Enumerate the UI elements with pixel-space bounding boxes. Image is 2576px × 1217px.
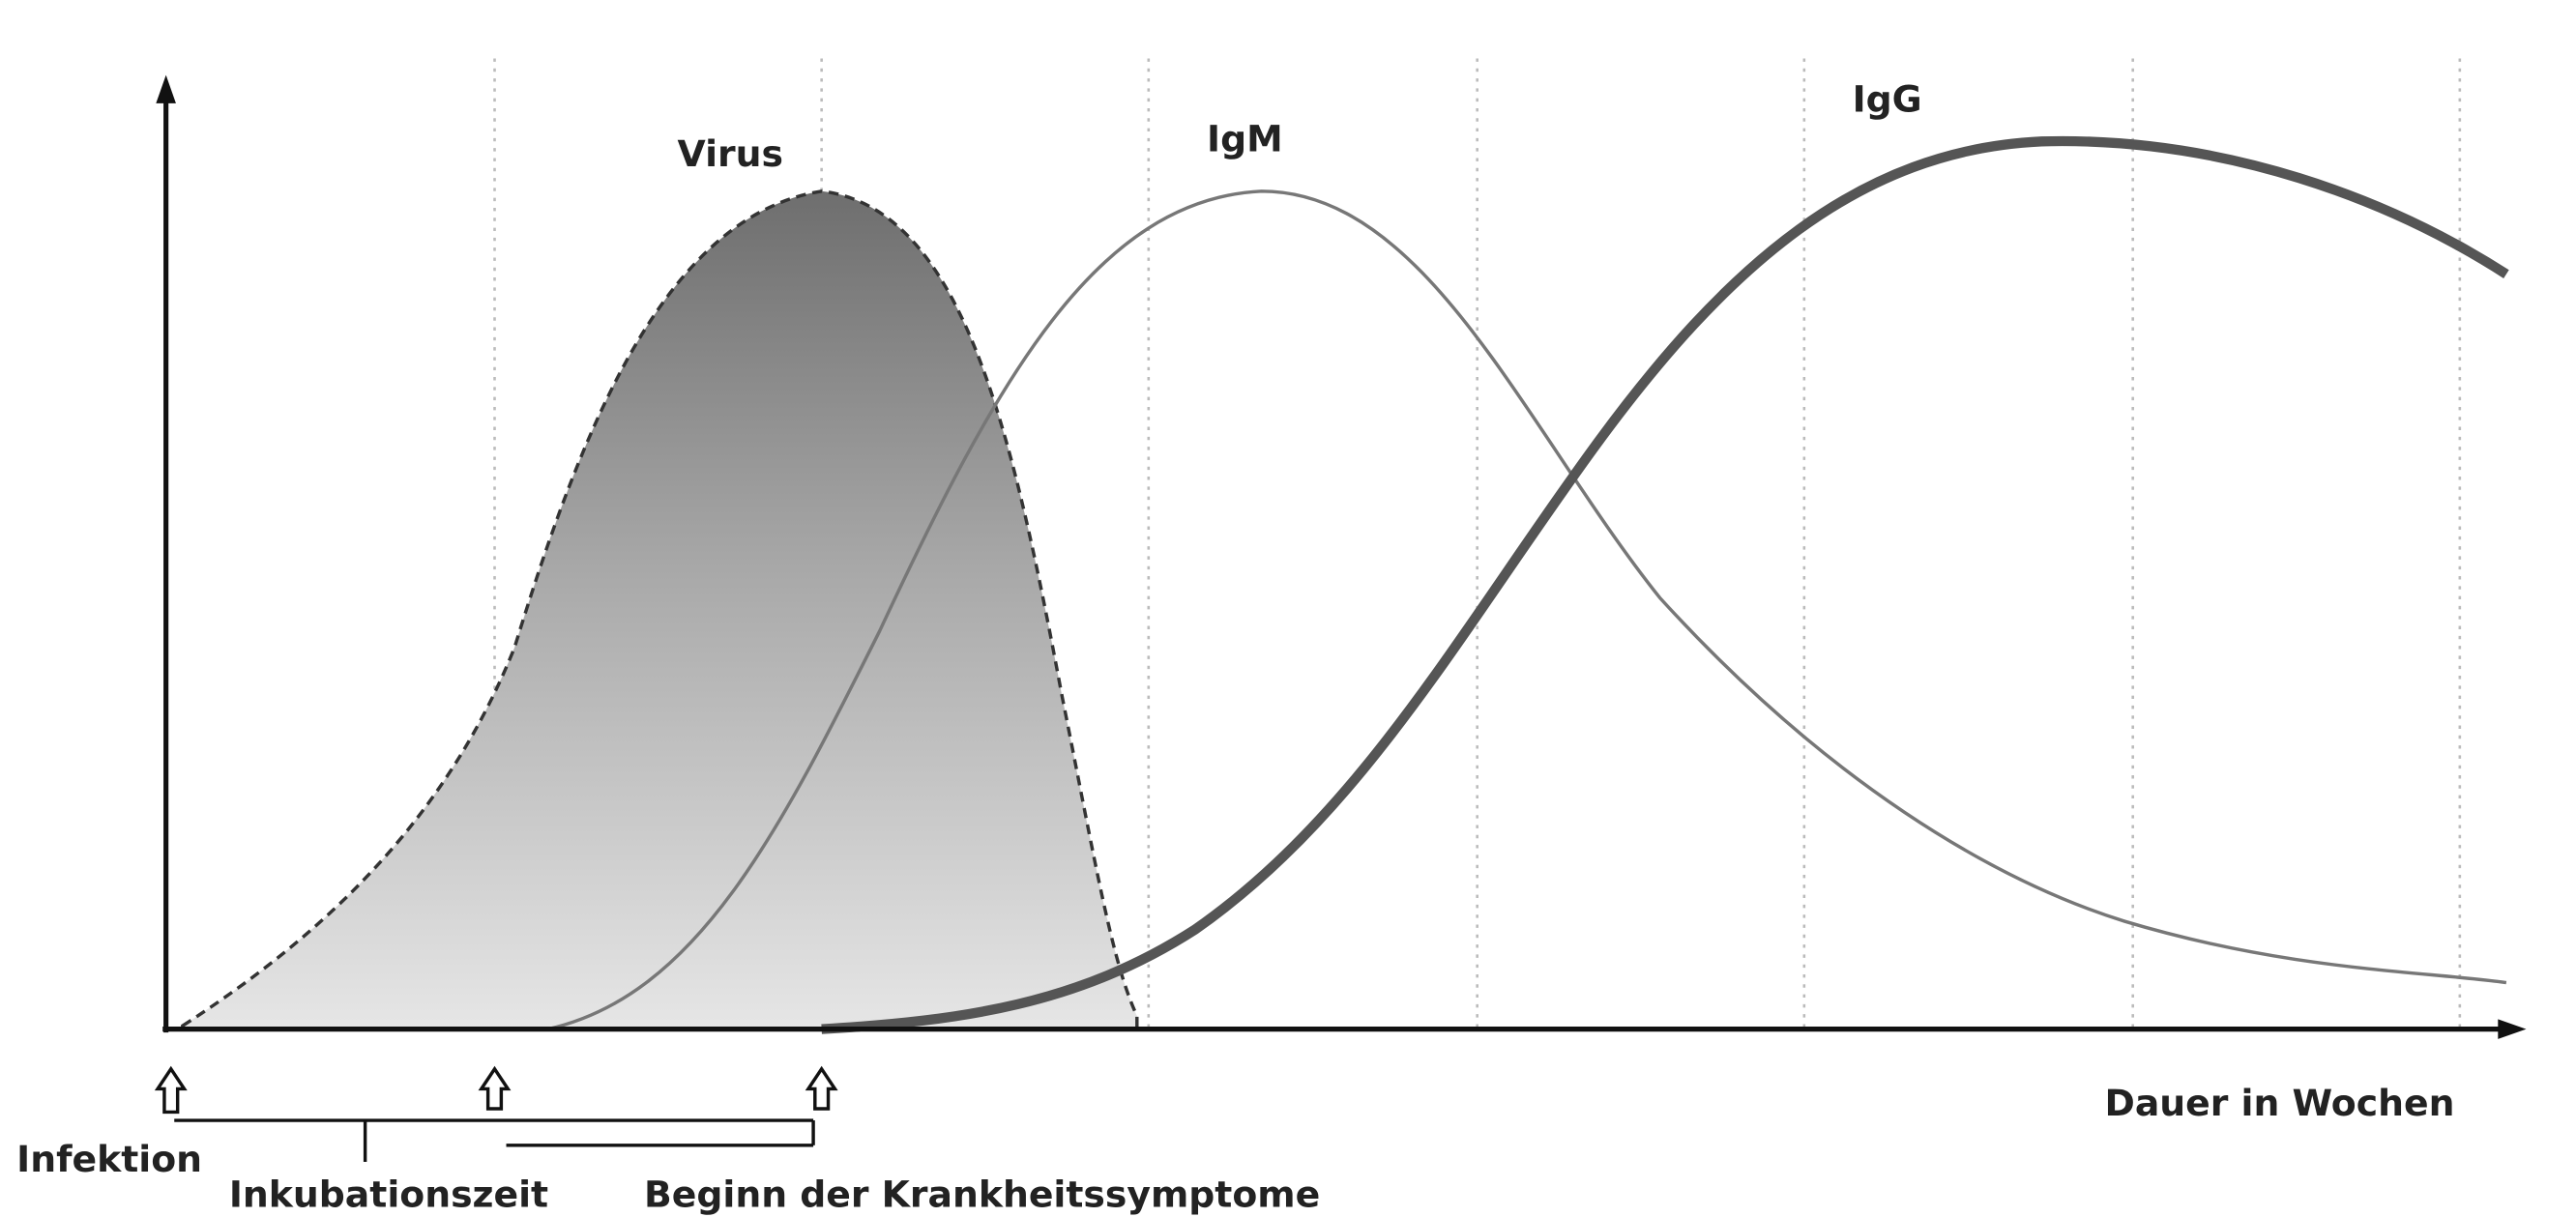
markers bbox=[154, 1065, 838, 1115]
virus-area bbox=[181, 189, 1139, 1031]
marker-label: Inkubationszeit bbox=[229, 1173, 548, 1215]
marker-arrow bbox=[478, 1065, 512, 1111]
x-axis-arrow bbox=[2498, 1019, 2527, 1039]
y-axis-arrow bbox=[156, 74, 176, 103]
curve-label: IgG bbox=[1853, 77, 1922, 120]
marker-arrow bbox=[805, 1065, 838, 1111]
brackets bbox=[174, 1118, 815, 1162]
marker-label: Infektion bbox=[16, 1138, 202, 1180]
curve-label: IgM bbox=[1207, 118, 1283, 160]
igg-curve bbox=[821, 135, 2509, 1034]
marker-arrow bbox=[154, 1065, 188, 1115]
marker-label: Beginn der Krankheitssymptome bbox=[644, 1173, 1320, 1215]
x-axis-label: Dauer in Wochen bbox=[2105, 1082, 2455, 1124]
igm-curve bbox=[547, 189, 2507, 1031]
curve-label: Virus bbox=[678, 132, 783, 175]
